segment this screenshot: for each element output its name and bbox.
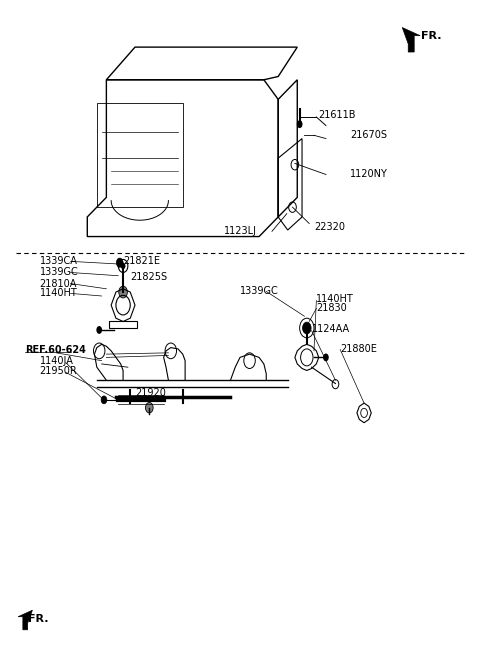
Polygon shape <box>18 610 33 630</box>
Text: 21821E: 21821E <box>123 256 160 266</box>
Text: 1140HT: 1140HT <box>39 289 77 298</box>
Text: 21825S: 21825S <box>130 272 168 282</box>
Text: 21830: 21830 <box>316 304 347 314</box>
Circle shape <box>297 120 302 128</box>
Circle shape <box>101 396 107 404</box>
Text: 1120NY: 1120NY <box>350 169 388 180</box>
Circle shape <box>302 322 311 334</box>
Text: 21810A: 21810A <box>39 279 77 289</box>
Circle shape <box>145 403 153 413</box>
Text: 1124AA: 1124AA <box>312 324 350 335</box>
Text: FR.: FR. <box>421 31 442 41</box>
Text: 1339CA: 1339CA <box>39 256 77 266</box>
Text: 21611B: 21611B <box>319 110 356 120</box>
Text: FR.: FR. <box>28 613 48 624</box>
Circle shape <box>119 286 127 298</box>
Text: 1339GC: 1339GC <box>39 268 78 277</box>
Text: 1123LJ: 1123LJ <box>224 226 257 236</box>
Text: 1140JA: 1140JA <box>39 356 73 366</box>
Text: 21880E: 21880E <box>340 344 377 354</box>
Text: 21950R: 21950R <box>39 366 77 376</box>
Text: 21920: 21920 <box>135 388 166 398</box>
Text: 1339GC: 1339GC <box>240 287 279 297</box>
Circle shape <box>120 262 125 269</box>
Circle shape <box>116 258 123 267</box>
Circle shape <box>96 326 102 334</box>
Text: 1140HT: 1140HT <box>316 294 354 304</box>
Text: 21670S: 21670S <box>350 131 387 140</box>
Text: 22320: 22320 <box>314 222 345 232</box>
Polygon shape <box>402 28 420 52</box>
Text: REF.60-624: REF.60-624 <box>25 344 86 354</box>
Circle shape <box>323 354 329 361</box>
